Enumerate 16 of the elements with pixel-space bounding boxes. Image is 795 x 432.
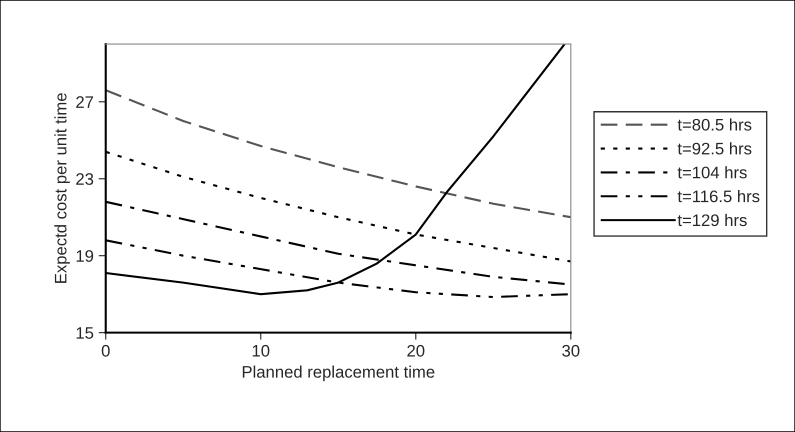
x-axis-title: Planned replacement time bbox=[242, 366, 434, 382]
y-axis-title: Expectd cost per unit time bbox=[54, 93, 70, 283]
legend-label: t=92.5 hrs bbox=[678, 142, 752, 155]
x-tick-label: 10 bbox=[252, 344, 270, 357]
x-tick-label: 20 bbox=[407, 344, 424, 357]
y-tick-label: 15 bbox=[76, 327, 94, 339]
line-series bbox=[106, 89, 571, 218]
legend-label: t=80.5 hrs bbox=[678, 118, 752, 131]
y-tick-label: 27 bbox=[76, 96, 94, 108]
legend-label: t=116.5 hrs bbox=[678, 190, 760, 202]
x-tick-label: 0 bbox=[102, 344, 110, 357]
legend-label: t=104 hrs bbox=[678, 166, 747, 178]
y-tick-label: 19 bbox=[76, 250, 94, 262]
y-tick-label: 23 bbox=[76, 173, 94, 185]
legend-label: t=129 hrs bbox=[678, 214, 747, 226]
x-tick-label: 30 bbox=[562, 344, 580, 357]
